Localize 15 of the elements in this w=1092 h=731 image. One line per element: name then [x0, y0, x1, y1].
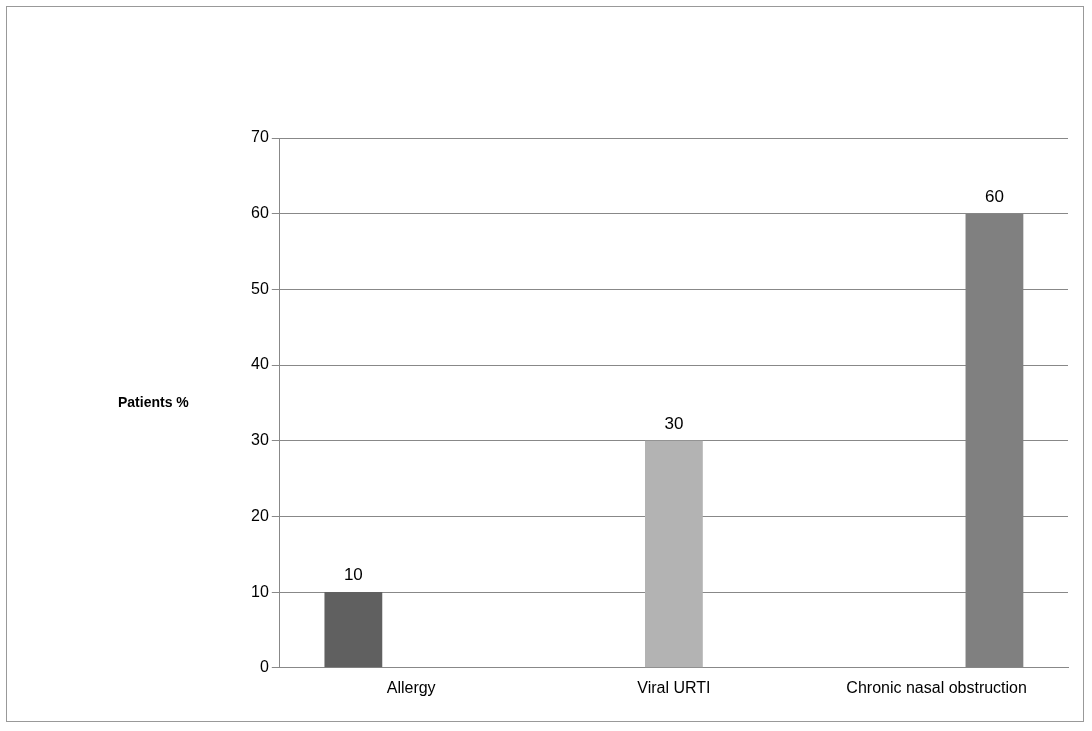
y-tick-label: 60 [251, 204, 269, 222]
x-tick-label: Viral URTI [637, 678, 711, 696]
y-tick-label: 0 [259, 658, 269, 676]
y-tick-label: 30 [251, 431, 269, 449]
y-tick-label: 70 [251, 128, 269, 146]
y-tick-label: 10 [251, 582, 269, 600]
data-label: 30 [664, 413, 684, 433]
y-tick-label: 40 [251, 355, 269, 373]
y-axis-title: Patients % [118, 393, 190, 410]
x-tick-label: Chronic nasal obstruction [846, 678, 1027, 696]
y-tick-label: 50 [251, 279, 269, 297]
y-tick-label: 20 [251, 506, 269, 524]
data-label: 10 [343, 565, 363, 585]
data-label: 60 [984, 186, 1004, 206]
x-tick-label: Allergy [386, 678, 436, 696]
